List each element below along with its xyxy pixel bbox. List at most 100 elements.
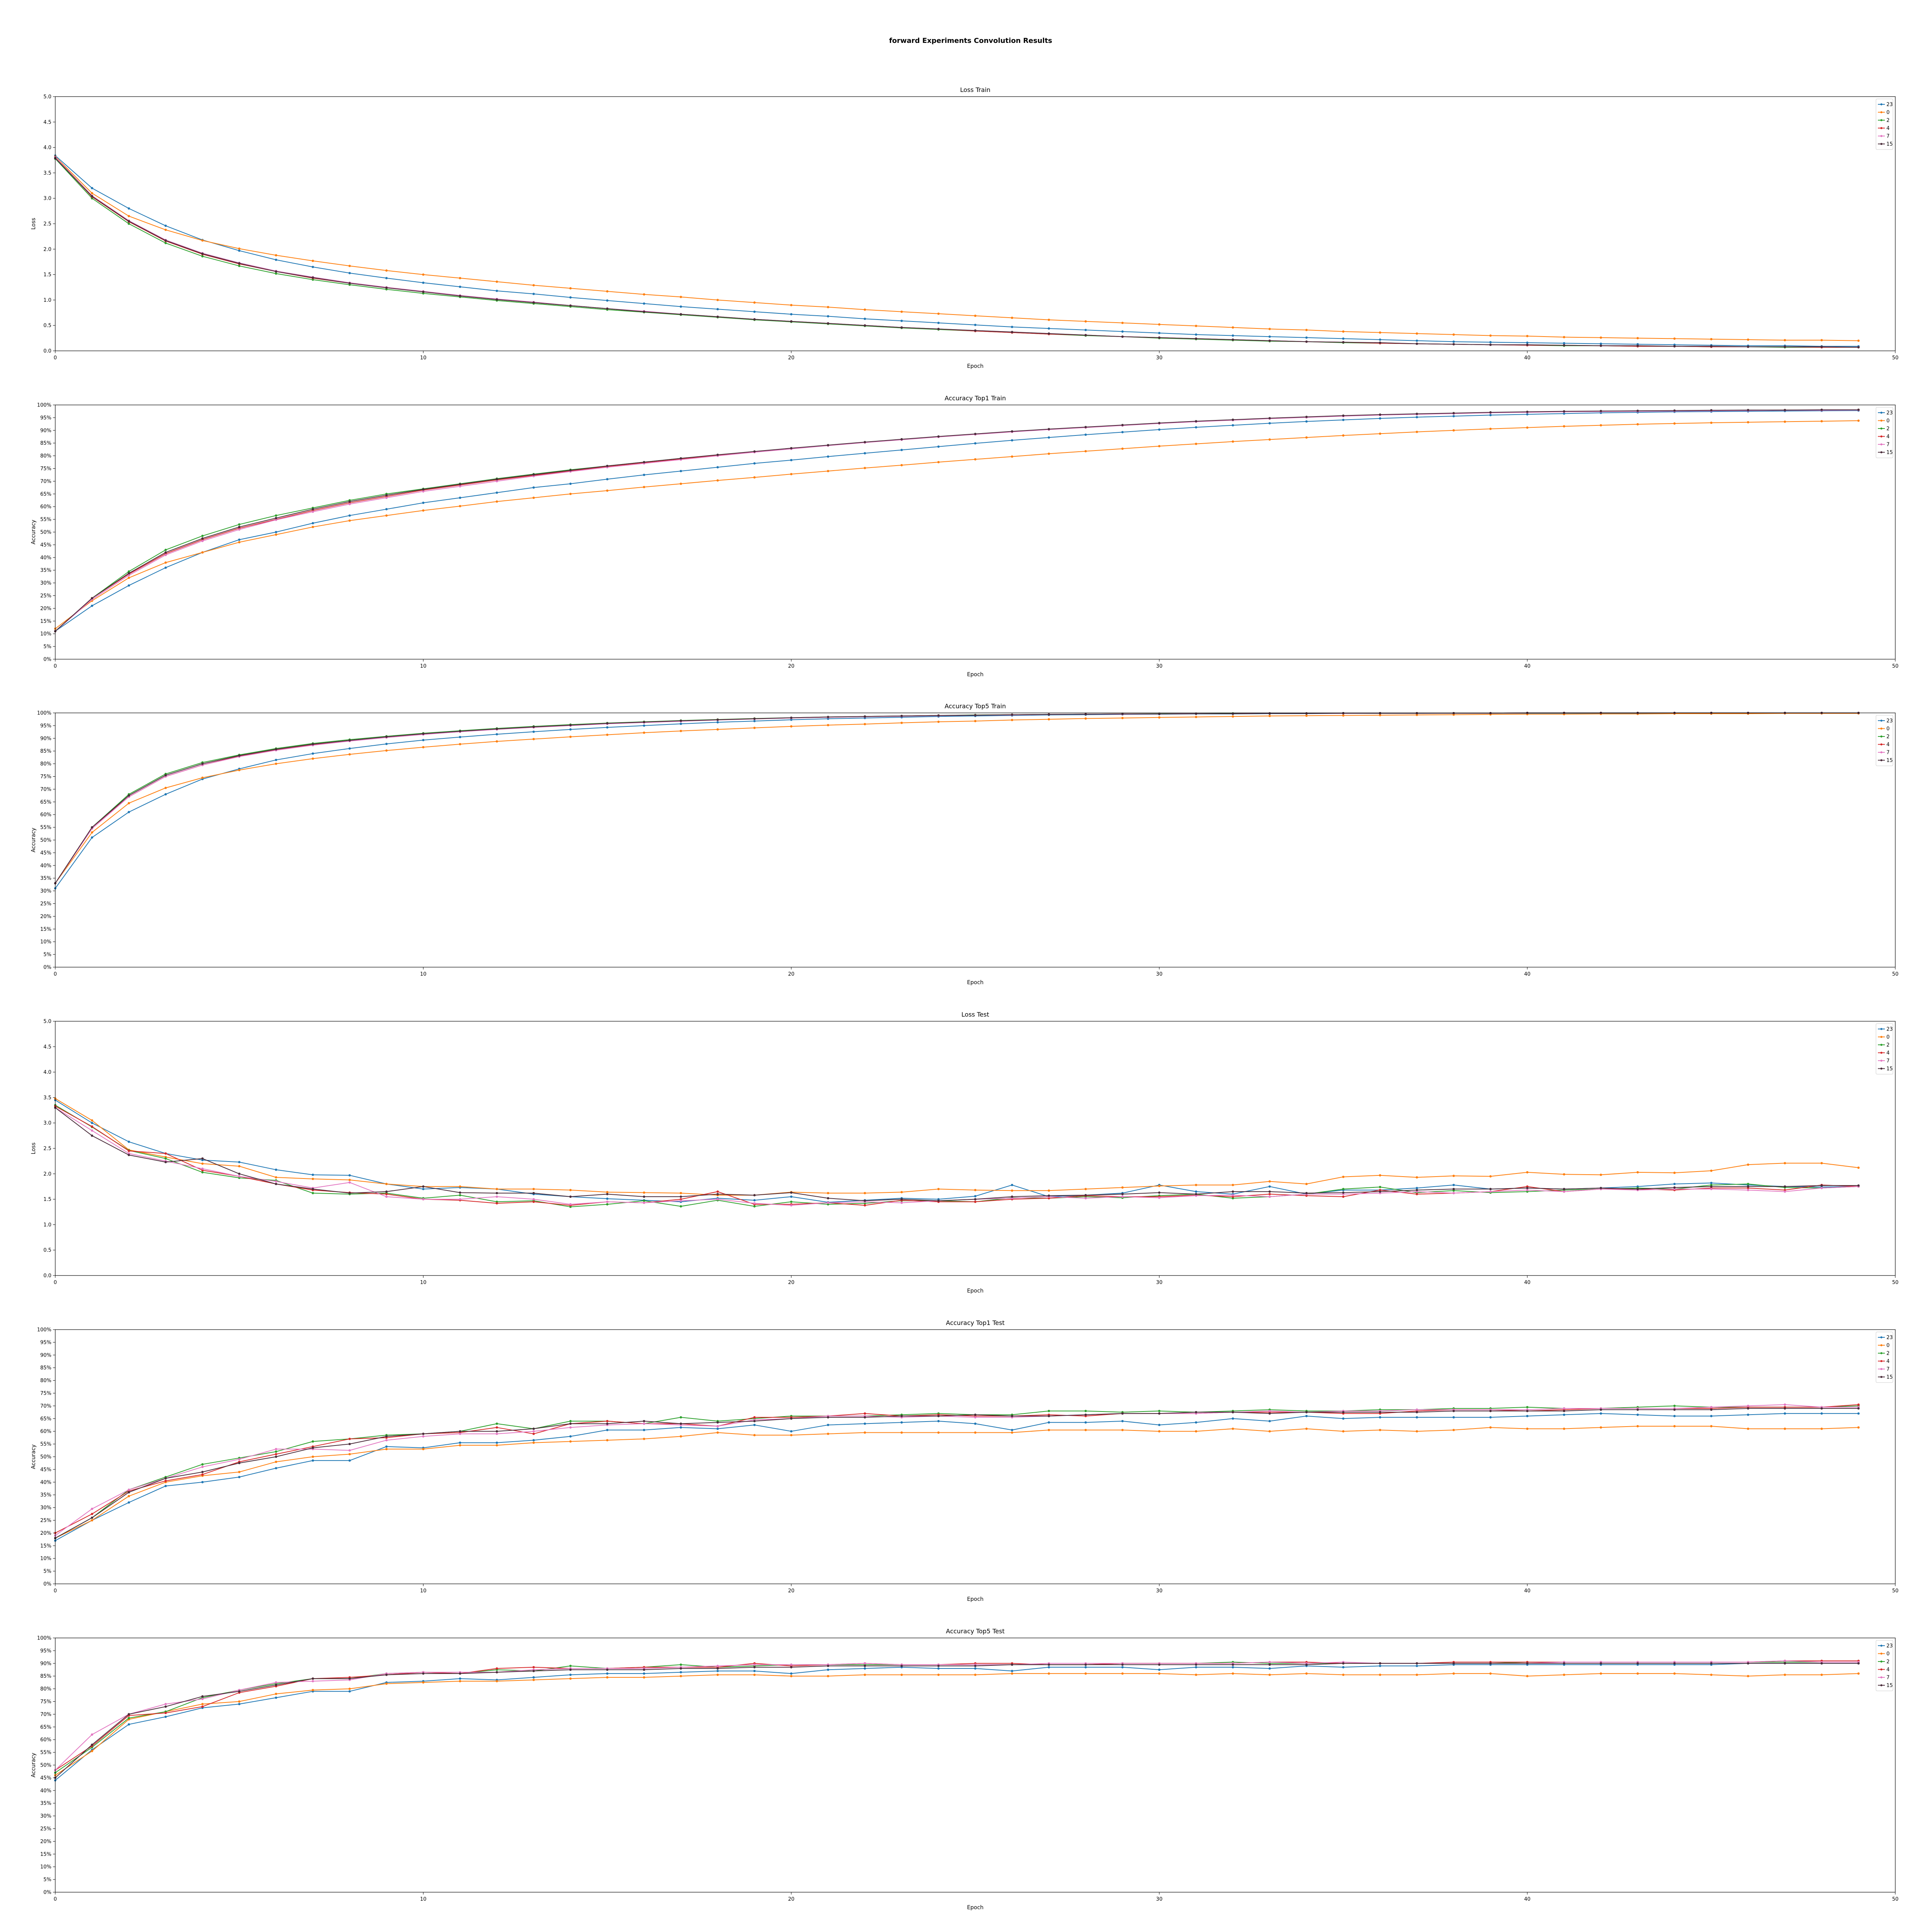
data-point-15 — [91, 597, 94, 600]
data-point-0 — [753, 476, 756, 479]
data-point-23 — [422, 281, 425, 284]
y-tick-label: 20% — [40, 1531, 51, 1536]
data-point-23 — [1305, 420, 1308, 423]
data-point-0 — [128, 577, 130, 579]
data-point-15 — [459, 294, 461, 297]
data-point-0 — [790, 304, 793, 306]
data-point-15 — [128, 794, 130, 797]
x-tick-label: 20 — [788, 1896, 795, 1902]
data-point-0 — [1415, 430, 1418, 433]
data-point-23 — [569, 1673, 572, 1676]
data-point-0 — [1342, 1673, 1345, 1676]
data-point-15 — [827, 716, 829, 718]
data-point-7 — [91, 1507, 94, 1510]
y-tick-label: 65% — [40, 799, 51, 805]
data-point-0 — [275, 1176, 277, 1179]
data-point-0 — [1342, 434, 1345, 437]
legend-box — [1876, 715, 1893, 766]
legend-marker — [1880, 1368, 1883, 1370]
data-point-23 — [643, 302, 645, 305]
data-point-7 — [459, 1432, 461, 1435]
data-point-0 — [311, 1456, 314, 1458]
legend-marker — [1880, 1344, 1883, 1347]
series-line-2 — [55, 1405, 1859, 1539]
data-point-23 — [937, 1667, 940, 1670]
legend-label: 7 — [1886, 134, 1889, 139]
legend-label: 2 — [1886, 1043, 1889, 1048]
data-point-7 — [1784, 1403, 1786, 1406]
y-tick-label: 60% — [40, 504, 51, 510]
data-point-2 — [459, 1194, 461, 1197]
data-point-15 — [937, 435, 940, 438]
data-point-23 — [1048, 436, 1050, 439]
data-point-0 — [1526, 335, 1529, 337]
y-tick-label: 3.5 — [43, 1095, 51, 1101]
y-tick-label: 70% — [40, 1403, 51, 1409]
data-point-23 — [1820, 1412, 1823, 1415]
data-point-7 — [311, 1680, 314, 1682]
data-point-23 — [1231, 1666, 1234, 1668]
data-point-0 — [1305, 1672, 1308, 1675]
data-point-0 — [1636, 423, 1639, 425]
data-point-23 — [716, 1670, 719, 1672]
data-point-0 — [1121, 717, 1124, 719]
data-point-0 — [1011, 316, 1014, 319]
data-point-23 — [532, 730, 535, 733]
data-point-23 — [532, 293, 535, 295]
data-point-7 — [164, 1703, 167, 1706]
data-point-0 — [790, 473, 793, 475]
data-point-7 — [275, 1448, 277, 1451]
data-point-15 — [1379, 1190, 1381, 1193]
data-point-0 — [1600, 336, 1602, 339]
data-point-15 — [1121, 713, 1124, 715]
data-point-0 — [864, 467, 866, 469]
data-point-15 — [1636, 1188, 1639, 1190]
data-point-0 — [238, 1165, 241, 1168]
data-point-23 — [275, 1168, 277, 1171]
data-point-4 — [495, 1667, 498, 1670]
series-line-15 — [55, 1107, 1859, 1201]
data-point-15 — [1231, 1411, 1234, 1413]
data-point-15 — [1747, 345, 1749, 348]
data-point-15 — [1489, 1662, 1492, 1665]
data-point-15 — [459, 483, 461, 486]
data-point-7 — [275, 1681, 277, 1684]
data-point-23 — [91, 187, 94, 189]
data-point-23 — [1342, 1666, 1345, 1668]
data-point-15 — [1268, 339, 1271, 342]
data-point-23 — [827, 455, 829, 458]
data-point-15 — [1710, 1185, 1713, 1188]
data-point-0 — [1636, 1171, 1639, 1173]
x-tick-label: 40 — [1524, 971, 1531, 977]
subplots: Loss Train 0.0 0.5 1.0 1.5 2.0 2.5 3.0 3.5 4.0 4.5… — [31, 86, 1898, 1911]
data-point-15 — [1600, 410, 1602, 412]
data-point-15 — [1011, 331, 1014, 333]
series-line-0 — [55, 713, 1859, 884]
data-point-15 — [1379, 712, 1381, 714]
data-point-7 — [532, 1198, 535, 1201]
data-point-23 — [1305, 336, 1308, 339]
data-point-0 — [91, 1519, 94, 1522]
data-point-23 — [569, 1435, 572, 1438]
data-point-15 — [1784, 1407, 1786, 1410]
data-point-15 — [1636, 1662, 1639, 1665]
data-point-23 — [164, 566, 167, 569]
data-point-0 — [937, 1188, 940, 1190]
data-point-2 — [238, 265, 241, 267]
data-point-23 — [164, 224, 167, 227]
data-point-2 — [680, 1205, 682, 1208]
data-point-0 — [1636, 1425, 1639, 1427]
x-tick-label: 10 — [420, 1280, 427, 1286]
data-point-23 — [1526, 413, 1529, 416]
data-point-0 — [1415, 714, 1418, 716]
data-point-0 — [532, 284, 535, 287]
subplot-4: Loss Test 0.0 0.5 1.0 1.5 2.0 2.5 3.0 3.5 4.0 4.5 5… — [31, 1011, 1898, 1294]
data-point-15 — [164, 1705, 167, 1708]
data-point-0 — [495, 1188, 498, 1190]
data-point-15 — [643, 310, 645, 313]
data-point-23 — [643, 1429, 645, 1431]
data-point-15 — [569, 304, 572, 307]
y-tick-label: 55% — [40, 1750, 51, 1756]
legend-marker — [1880, 1051, 1883, 1054]
data-point-0 — [1600, 424, 1602, 427]
